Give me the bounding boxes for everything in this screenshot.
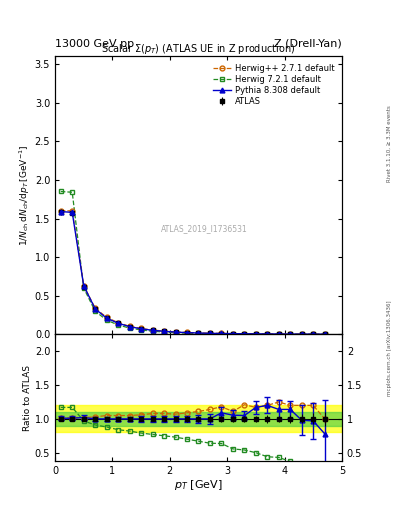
Pythia 8.308 default [116, 320, 121, 326]
Herwig 7.2.1 default [81, 285, 86, 291]
Line: Herwig 7.2.1 default: Herwig 7.2.1 default [58, 189, 327, 337]
Pythia 8.308 default [265, 331, 270, 337]
Bar [55, 406, 342, 433]
Herwig 7.2.1 default [173, 330, 178, 336]
Pythia 8.308 default [322, 331, 327, 337]
Text: Rivet 3.1.10, ≥ 3.3M events: Rivet 3.1.10, ≥ 3.3M events [387, 105, 391, 182]
Herwig 7.2.1 default [185, 330, 189, 336]
Pythia 8.308 default [162, 328, 166, 334]
Herwig++ 2.7.1 default [81, 283, 86, 289]
Herwig 7.2.1 default [265, 331, 270, 337]
Herwig++ 2.7.1 default [127, 323, 132, 329]
Herwig++ 2.7.1 default [139, 326, 143, 332]
Herwig++ 2.7.1 default [265, 331, 270, 337]
Herwig 7.2.1 default [208, 331, 212, 337]
Pythia 8.308 default [311, 331, 316, 337]
Herwig++ 2.7.1 default [322, 331, 327, 337]
Herwig 7.2.1 default [139, 327, 143, 333]
Pythia 8.308 default [208, 330, 212, 336]
Herwig 7.2.1 default [196, 330, 201, 336]
Pythia 8.308 default [288, 331, 293, 337]
Pythia 8.308 default [150, 327, 155, 333]
Herwig++ 2.7.1 default [253, 331, 258, 337]
Pythia 8.308 default [253, 331, 258, 337]
Herwig 7.2.1 default [311, 331, 316, 337]
Herwig 7.2.1 default [127, 325, 132, 331]
Herwig++ 2.7.1 default [59, 208, 63, 214]
Pythia 8.308 default [185, 330, 189, 336]
Herwig++ 2.7.1 default [288, 331, 293, 337]
Text: mcplots.cern.ch [arXiv:1306.3436]: mcplots.cern.ch [arXiv:1306.3436] [387, 301, 391, 396]
Herwig 7.2.1 default [288, 331, 293, 337]
Herwig++ 2.7.1 default [196, 330, 201, 336]
Herwig++ 2.7.1 default [219, 330, 224, 336]
Herwig++ 2.7.1 default [242, 331, 247, 337]
Herwig++ 2.7.1 default [299, 331, 304, 337]
Herwig 7.2.1 default [253, 331, 258, 337]
Herwig++ 2.7.1 default [276, 331, 281, 337]
Text: ATLAS_2019_I1736531: ATLAS_2019_I1736531 [161, 224, 248, 233]
Herwig++ 2.7.1 default [70, 208, 75, 214]
Herwig 7.2.1 default [104, 317, 109, 323]
Herwig 7.2.1 default [276, 331, 281, 337]
Herwig 7.2.1 default [162, 329, 166, 335]
Herwig 7.2.1 default [70, 189, 75, 196]
Herwig 7.2.1 default [322, 331, 327, 337]
Herwig 7.2.1 default [93, 308, 97, 314]
Herwig 7.2.1 default [59, 188, 63, 195]
Bar [55, 412, 342, 425]
Pythia 8.308 default [93, 306, 97, 312]
Pythia 8.308 default [231, 331, 235, 337]
Herwig++ 2.7.1 default [162, 328, 166, 334]
Herwig 7.2.1 default [299, 331, 304, 337]
Text: 13000 GeV pp: 13000 GeV pp [55, 38, 134, 49]
Herwig++ 2.7.1 default [116, 319, 121, 326]
Herwig++ 2.7.1 default [104, 314, 109, 321]
Pythia 8.308 default [242, 331, 247, 337]
Pythia 8.308 default [59, 208, 63, 215]
Herwig 7.2.1 default [150, 328, 155, 334]
Pythia 8.308 default [81, 283, 86, 289]
Pythia 8.308 default [70, 209, 75, 216]
Line: Herwig++ 2.7.1 default: Herwig++ 2.7.1 default [58, 208, 327, 336]
Pythia 8.308 default [104, 315, 109, 321]
Pythia 8.308 default [173, 329, 178, 335]
Line: Pythia 8.308 default: Pythia 8.308 default [58, 209, 327, 336]
Herwig 7.2.1 default [116, 322, 121, 328]
Text: Z (Drell-Yan): Z (Drell-Yan) [274, 38, 342, 49]
Herwig++ 2.7.1 default [185, 329, 189, 335]
Herwig++ 2.7.1 default [93, 305, 97, 311]
Legend: Herwig++ 2.7.1 default, Herwig 7.2.1 default, Pythia 8.308 default, ATLAS: Herwig++ 2.7.1 default, Herwig 7.2.1 def… [210, 60, 338, 110]
Herwig++ 2.7.1 default [311, 331, 316, 337]
X-axis label: $p_T$ [GeV]: $p_T$ [GeV] [174, 478, 223, 493]
Y-axis label: $1/N_\mathrm{ch}\,\mathrm{d}N_\mathrm{ch}/\mathrm{d}p_T\,[\mathrm{GeV}^{-1}]$: $1/N_\mathrm{ch}\,\mathrm{d}N_\mathrm{ch… [17, 145, 32, 246]
Pythia 8.308 default [196, 330, 201, 336]
Pythia 8.308 default [219, 330, 224, 336]
Herwig 7.2.1 default [219, 331, 224, 337]
Herwig 7.2.1 default [242, 331, 247, 337]
Herwig++ 2.7.1 default [208, 330, 212, 336]
Title: Scalar $\Sigma(p_T)$ (ATLAS UE in Z production): Scalar $\Sigma(p_T)$ (ATLAS UE in Z prod… [101, 42, 296, 56]
Pythia 8.308 default [139, 326, 143, 332]
Pythia 8.308 default [127, 324, 132, 330]
Y-axis label: Ratio to ATLAS: Ratio to ATLAS [23, 365, 32, 431]
Herwig++ 2.7.1 default [231, 331, 235, 337]
Pythia 8.308 default [299, 331, 304, 337]
Herwig++ 2.7.1 default [150, 327, 155, 333]
Herwig++ 2.7.1 default [173, 329, 178, 335]
Pythia 8.308 default [276, 331, 281, 337]
Herwig 7.2.1 default [231, 331, 235, 337]
